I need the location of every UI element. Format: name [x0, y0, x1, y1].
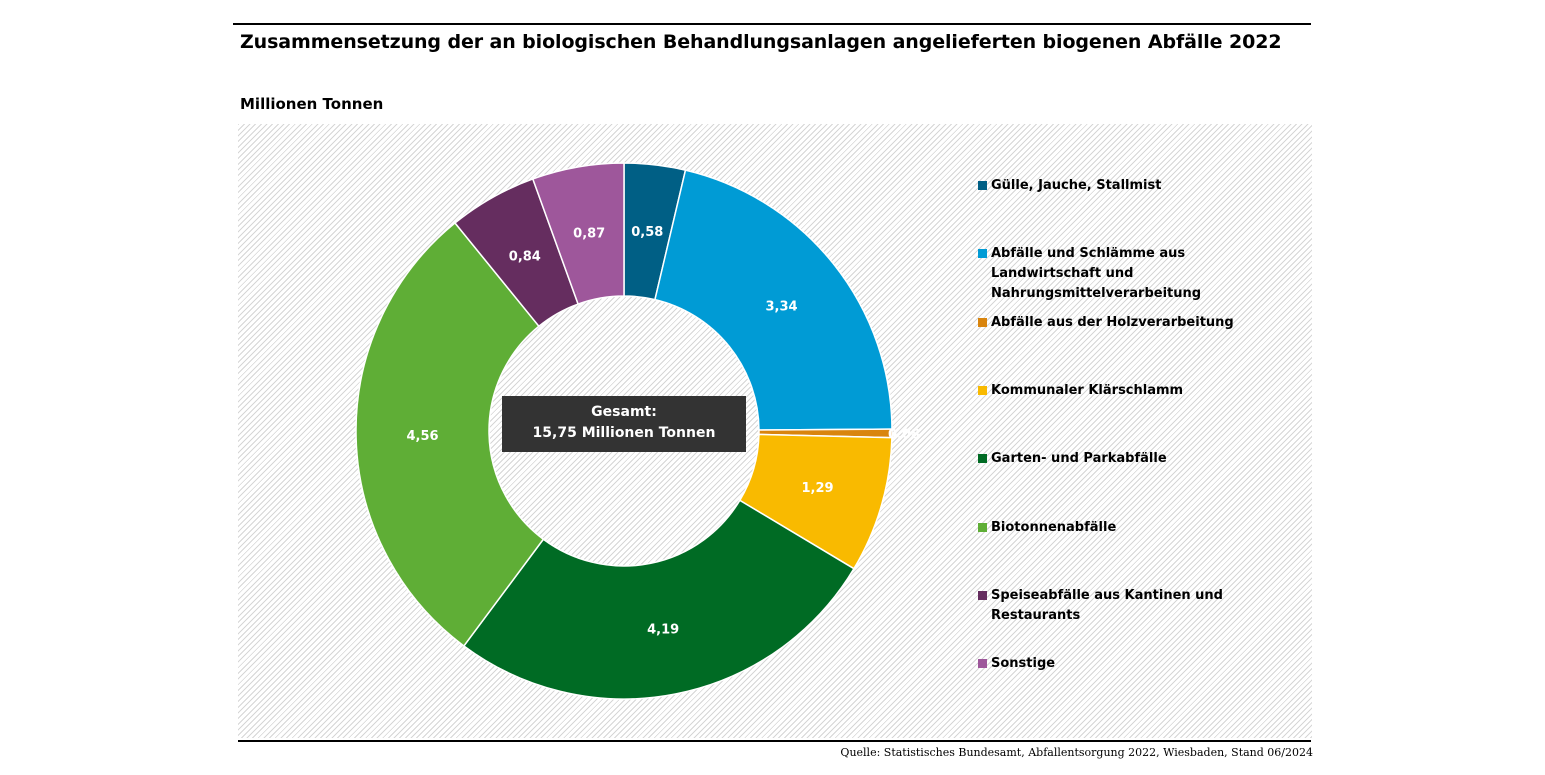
legend-item-1: Gülle, Jauche, Stallmist — [978, 176, 1291, 196]
legend-label: Sonstige — [991, 656, 1056, 671]
bottom-rule — [238, 740, 1311, 742]
legend-label: Kommunaler Klärschlamm — [991, 383, 1184, 398]
legend-swatch — [978, 591, 987, 600]
data-label-5: 4,19 — [647, 623, 679, 638]
legend-swatch — [978, 181, 987, 190]
legend-item-7: Speiseabfälle aus Kantinen und Restauran… — [978, 586, 1291, 626]
legend-label: Biotonnenabfälle — [991, 520, 1117, 535]
legend-item-2: Abfälle und Schlämme aus Landwirtschaft … — [978, 244, 1291, 304]
donut-slice-2 — [654, 169, 893, 431]
data-label-8: 0,87 — [573, 227, 605, 242]
legend-label: Speiseabfälle aus Kantinen und Restauran… — [991, 588, 1223, 623]
donut-slice-6 — [355, 221, 545, 647]
source-note: Quelle: Statistisches Bundesamt, Abfalle… — [840, 746, 1313, 759]
legend-item-3: Abfälle aus der Holzverarbeitung — [978, 313, 1291, 333]
legend-item-4: Kommunaler Klärschlamm — [978, 381, 1291, 401]
legend-swatch — [978, 454, 987, 463]
legend-item-5: Garten- und Parkabfälle — [978, 449, 1291, 469]
unit-label: Millionen Tonnen — [240, 95, 384, 113]
donut-slice-8 — [531, 162, 625, 306]
data-label-3: 0,08 — [888, 427, 920, 442]
legend-label: Abfälle und Schlämme aus Landwirtschaft … — [991, 246, 1202, 301]
legend-label: Abfälle aus der Holzverarbeitung — [991, 315, 1234, 330]
data-label-6: 4,56 — [407, 429, 439, 444]
total-label: Gesamt: — [591, 404, 657, 420]
legend-label: Gülle, Jauche, Stallmist — [991, 178, 1162, 193]
legend-swatch — [978, 249, 987, 258]
legend-swatch — [978, 523, 987, 532]
data-label-2: 3,34 — [766, 299, 798, 314]
top-rule — [233, 23, 1311, 25]
legend-swatch — [978, 659, 987, 668]
legend-swatch — [978, 318, 987, 327]
donut-slice-5 — [462, 499, 855, 700]
total-value: 15,75 Millionen Tonnen — [532, 425, 716, 441]
legend-item-8: Sonstige — [978, 654, 1291, 674]
chart-title: Zusammensetzung der an biologischen Beha… — [240, 31, 1282, 53]
data-label-7: 0,84 — [509, 250, 541, 265]
data-label-4: 1,29 — [801, 481, 833, 496]
data-label-1: 0,58 — [631, 225, 663, 240]
legend-swatch — [978, 386, 987, 395]
total-box: Gesamt: 15,75 Millionen Tonnen — [502, 396, 746, 452]
legend-label: Garten- und Parkabfälle — [991, 451, 1167, 466]
legend-item-6: Biotonnenabfälle — [978, 518, 1291, 538]
